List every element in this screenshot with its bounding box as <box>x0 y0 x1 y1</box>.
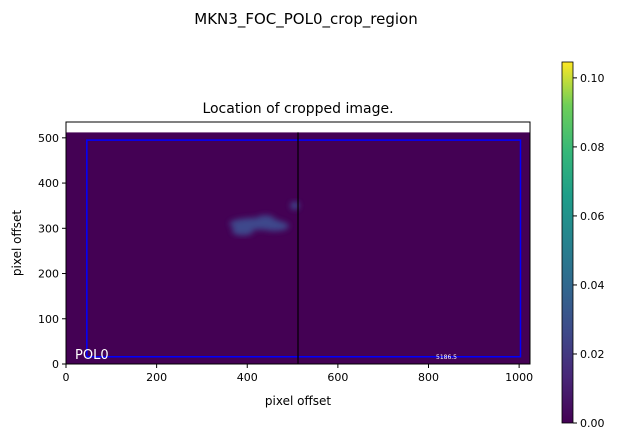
x-tick-label: 400 <box>237 371 258 384</box>
emission-blob <box>260 221 289 232</box>
colorbar <box>561 61 574 424</box>
x-tick-label: 1000 <box>505 371 533 384</box>
y-tick-label: 0 <box>52 358 59 371</box>
x-tick-label: 0 <box>63 371 70 384</box>
colorbar-tick-label: 0.06 <box>580 210 605 223</box>
pol0-label: POL0 <box>75 348 109 363</box>
y-tick-label: 500 <box>38 132 59 145</box>
emission-blob <box>290 201 300 210</box>
colorbar-tick-label: 0.08 <box>580 141 605 154</box>
colorbar-tick-label: 0.02 <box>580 348 605 361</box>
y-tick-label: 400 <box>38 177 59 190</box>
galaxy-emission <box>229 201 300 236</box>
crop-rectangle <box>86 139 522 358</box>
colorbar-tick-label: 0.04 <box>580 279 605 292</box>
suptitle: MKN3_FOC_POL0_crop_region <box>194 10 417 29</box>
value-label: 5186.5 <box>436 354 457 361</box>
colorbar-tick-label: 0.00 <box>580 417 605 430</box>
x-axis-label: pixel offset <box>265 394 331 408</box>
y-tick-label: 100 <box>38 313 59 326</box>
colorbar-tick-label: 0.10 <box>580 72 605 85</box>
x-tick-label: 600 <box>327 371 348 384</box>
emission-blob <box>231 225 254 236</box>
axes-title: Location of cropped image. <box>202 101 393 117</box>
emission-blob <box>256 215 275 224</box>
x-tick-label: 200 <box>146 371 167 384</box>
x-tick-label: 800 <box>418 371 439 384</box>
y-tick-label: 200 <box>38 268 59 281</box>
y-tick-label: 300 <box>38 222 59 235</box>
axes-frame <box>65 121 531 365</box>
y-axis-label: pixel offset <box>10 210 24 276</box>
